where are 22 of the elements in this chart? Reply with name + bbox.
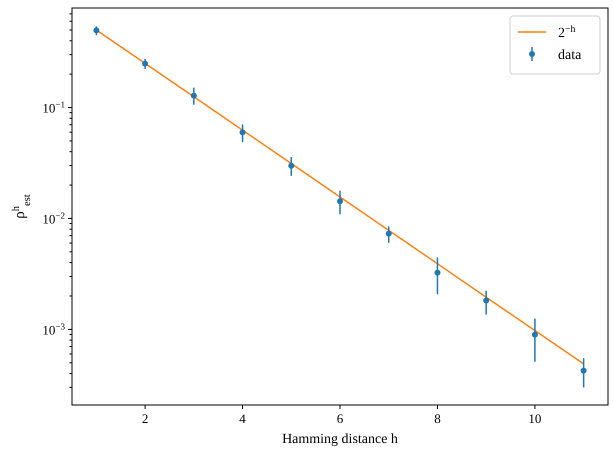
- y-tick-label: 10$^{−3}$: [42, 321, 66, 338]
- point: [240, 129, 246, 136]
- x-tick-label: 8: [434, 411, 441, 426]
- point: [142, 60, 148, 67]
- legend-label: 2$^{−h}$: [558, 24, 576, 41]
- point: [434, 270, 440, 276]
- y-tick-label: 10$^{−2}$: [42, 210, 66, 226]
- point: [483, 298, 490, 304]
- x-tick-label: 4: [239, 411, 246, 426]
- point: [532, 332, 538, 338]
- point: [288, 162, 294, 169]
- x-axis-title: Hamming distance h: [282, 432, 398, 447]
- point: [337, 198, 343, 204]
- legend-label: data: [558, 48, 582, 63]
- point: [386, 230, 392, 237]
- point: [190, 92, 197, 99]
- point: [580, 368, 587, 374]
- point: [93, 27, 100, 34]
- x-tick-label: 6: [336, 411, 344, 426]
- x-tick-label: 10: [528, 411, 542, 426]
- x-tick-label: 2: [142, 411, 148, 426]
- y-tick-label: 10$^{−1}$: [42, 100, 65, 116]
